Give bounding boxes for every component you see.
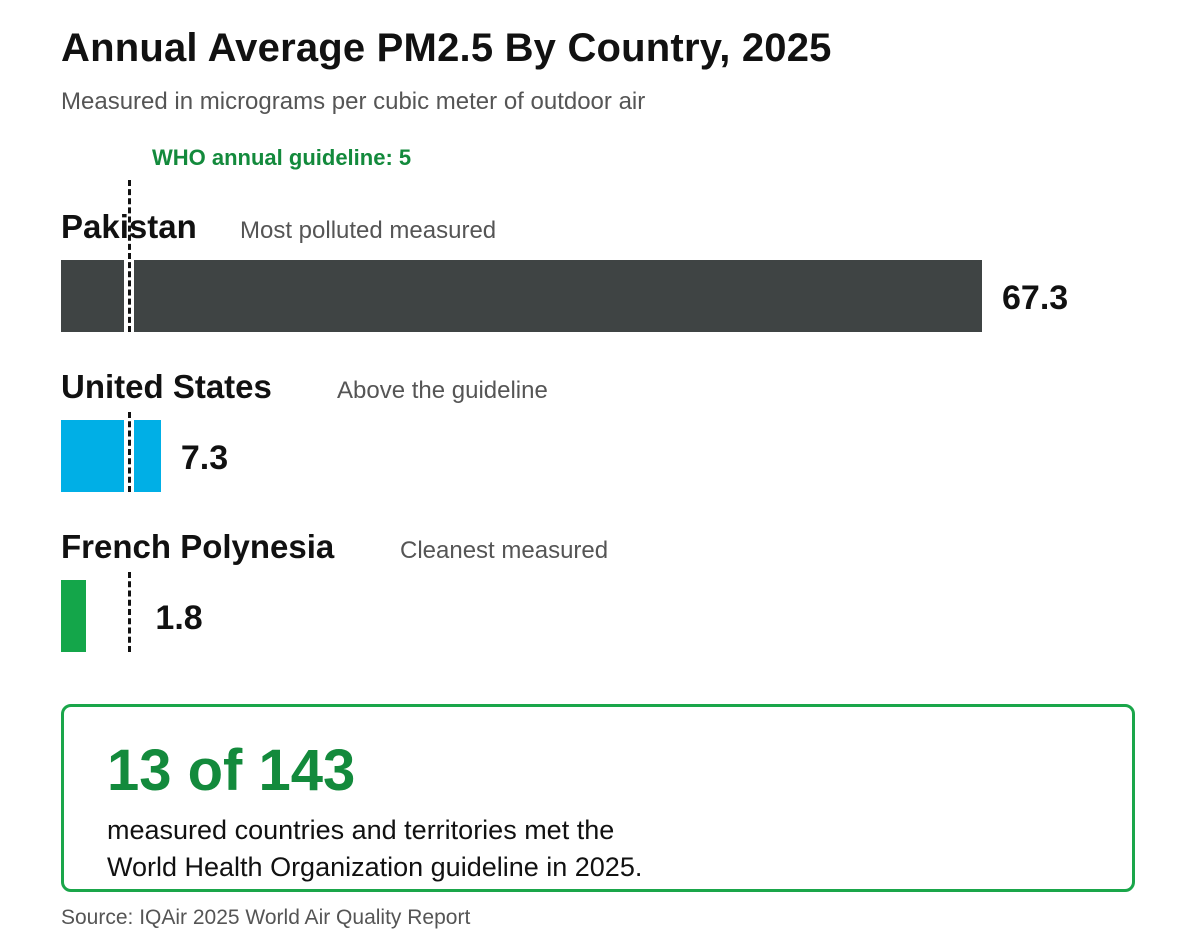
callout-text: measured countries and territories met t… [107, 812, 747, 886]
callout-line-2: World Health Organization guideline in 2… [107, 852, 643, 882]
chart-subtitle: Measured in micrograms per cubic meter o… [61, 88, 646, 115]
row-note-united-states: Above the guideline [337, 377, 548, 404]
callout-headline: 13 of 143 [107, 738, 356, 803]
value-label-united-states: 7.3 [180, 439, 229, 477]
row-note-pakistan: Most polluted measured [240, 217, 497, 244]
row-note-french-polynesia: Cleanest measured [400, 537, 609, 564]
who-guideline-line-pakistan [127, 180, 131, 332]
value-label-pakistan: 67.3 [1002, 279, 1069, 317]
source-note: Source: IQAir 2025 World Air Quality Rep… [61, 906, 471, 929]
bar-french-polynesia [61, 580, 86, 652]
row-name-french-polynesia: French Polynesia [61, 528, 335, 565]
who-guideline-line-french-polynesia [127, 572, 131, 652]
bar-pakistan [61, 260, 982, 332]
summary-callout: 13 of 143 measured countries and territo… [61, 704, 1135, 892]
callout-line-1: measured countries and territories met t… [107, 815, 615, 845]
chart-title: Annual Average PM2.5 By Country, 2025 [61, 26, 832, 70]
who-guideline-line-united-states [127, 412, 131, 492]
bar-united-states [61, 420, 161, 492]
row-name-united-states: United States [61, 368, 272, 405]
who-guideline-label: WHO annual guideline: 5 [152, 145, 412, 170]
value-label-french-polynesia: 1.8 [155, 599, 203, 637]
